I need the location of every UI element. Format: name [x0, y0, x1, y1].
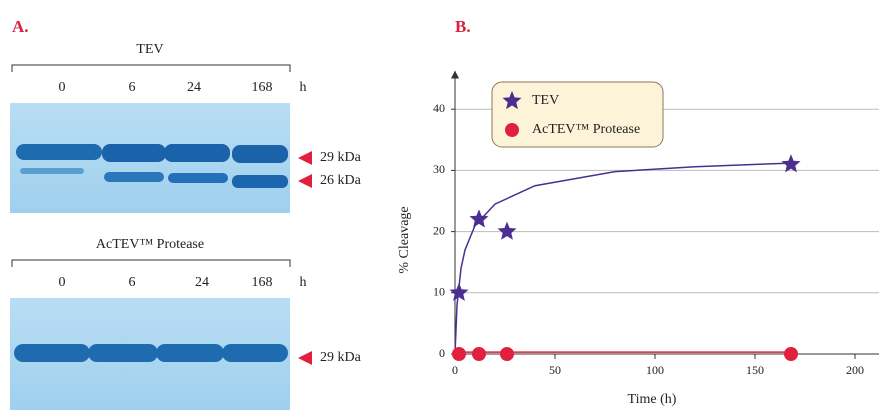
point: [452, 347, 466, 361]
point: [500, 347, 514, 361]
unit-label: h: [300, 275, 307, 290]
y-tick-label: 40: [433, 101, 445, 115]
x-tick-label: 100: [646, 363, 664, 377]
lane-label: 0: [59, 275, 66, 290]
lane-label: 168: [252, 275, 273, 290]
bracket: [11, 259, 291, 267]
y-tick-label: 0: [439, 346, 445, 360]
bracket: [11, 64, 291, 72]
marker-arrow: [298, 351, 312, 365]
unit-label: h: [300, 80, 307, 95]
x-tick-label: 50: [549, 363, 561, 377]
lane-label: 24: [195, 275, 209, 290]
lane-label: 24: [187, 80, 201, 95]
lane-label: 6: [129, 275, 136, 290]
x-axis-label: Time (h): [628, 392, 677, 407]
point: [784, 347, 798, 361]
point: [449, 282, 469, 301]
lane-label: 6: [129, 80, 136, 95]
y-tick-label: 10: [433, 285, 445, 299]
axis-arrow: [451, 70, 459, 79]
lane-label: 0: [59, 80, 66, 95]
marker-arrow: [298, 174, 312, 188]
x-tick-label: 200: [846, 363, 864, 377]
x-tick-label: 150: [746, 363, 764, 377]
x-tick-label: 0: [452, 363, 458, 377]
panel-label: B.: [455, 17, 471, 36]
gel-title: AcTEV™ Protease: [96, 237, 204, 252]
panel-label: A.: [12, 17, 29, 36]
gel-title: TEV: [136, 42, 163, 57]
gel-image: [10, 298, 290, 410]
marker-arrow: [298, 151, 312, 165]
point: [472, 347, 486, 361]
point: [469, 209, 489, 228]
fit-curve: [454, 162, 792, 355]
y-tick-label: 20: [433, 223, 445, 237]
lane-label: 168: [252, 80, 273, 95]
y-axis-label: % Cleavage: [397, 206, 412, 273]
legend-marker: [502, 91, 522, 110]
point: [781, 154, 801, 173]
marker-label: 26 kDa: [320, 173, 362, 188]
legend-marker: [505, 123, 519, 137]
point: [497, 221, 517, 240]
legend-label: TEV: [532, 93, 559, 108]
marker-label: 29 kDa: [320, 150, 362, 165]
marker-label: 29 kDa: [320, 350, 362, 365]
gel-image: [10, 103, 290, 213]
legend-label: AcTEV™ Protease: [532, 122, 640, 137]
legend-box: [491, 81, 664, 148]
y-tick-label: 30: [433, 162, 445, 176]
